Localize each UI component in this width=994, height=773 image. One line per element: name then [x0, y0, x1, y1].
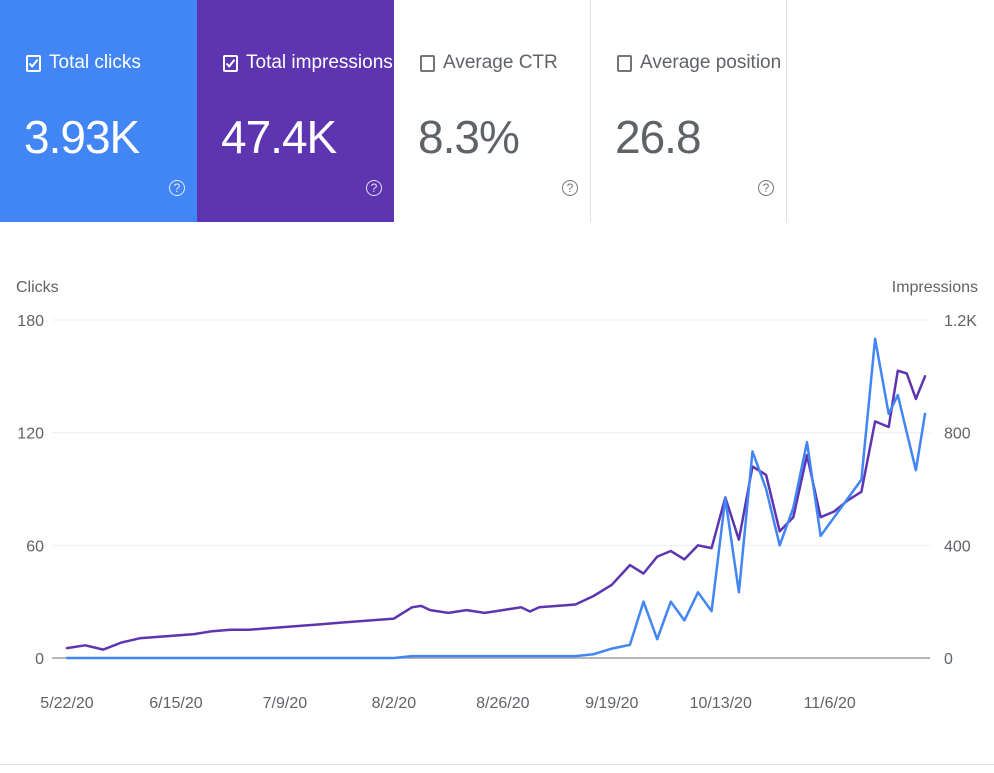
x-tick-label: 5/22/20 — [40, 695, 93, 712]
left-axis-label: Clicks — [16, 279, 59, 296]
metric-label: Total impressions — [246, 52, 393, 73]
help-icon[interactable]: ? — [366, 180, 382, 196]
divider — [0, 764, 994, 765]
metric-label: Average CTR — [443, 52, 558, 73]
metric-value: 3.93K — [24, 111, 140, 163]
left-tick-label: 120 — [17, 426, 44, 443]
right-tick-label: 400 — [944, 538, 971, 555]
x-tick-label: 9/19/20 — [585, 695, 638, 712]
metric-card-total-clicks[interactable]: Total clicks 3.93K ? — [0, 0, 197, 222]
metric-label: Total clicks — [49, 52, 141, 73]
left-tick-label: 0 — [35, 651, 44, 668]
left-tick-label: 60 — [26, 538, 44, 555]
x-tick-label: 6/15/20 — [149, 695, 202, 712]
metric-card-average-position[interactable]: Average position 26.8 ? — [591, 0, 787, 222]
clicks-series-line — [65, 337, 927, 660]
metric-card-average-ctr[interactable]: Average CTR 8.3% ? — [394, 0, 591, 222]
help-icon[interactable]: ? — [562, 180, 578, 196]
checkbox-checked-icon[interactable] — [223, 54, 238, 72]
checkbox-unchecked-icon[interactable] — [617, 54, 632, 72]
metric-value: 8.3% — [418, 111, 520, 163]
metric-value: 47.4K — [221, 111, 337, 163]
metric-cards: Total clicks 3.93K ? Total impressions 4… — [0, 0, 787, 222]
metric-card-header: Total clicks — [26, 52, 141, 74]
help-icon[interactable]: ? — [758, 180, 774, 196]
metric-card-header: Total impressions — [223, 52, 393, 74]
x-tick-label: 10/13/20 — [690, 695, 752, 712]
metric-card-header: Average position — [617, 52, 781, 74]
impressions-series-line — [65, 369, 927, 651]
metric-label: Average position — [640, 52, 782, 73]
x-tick-label: 8/2/20 — [372, 695, 417, 712]
checkbox-unchecked-icon[interactable] — [420, 54, 435, 72]
right-tick-label: 0 — [944, 651, 953, 668]
checkbox-checked-icon[interactable] — [26, 54, 41, 72]
performance-chart: Clicks Impressions 0 0 60 400 120 800 180 1.2K 5… — [0, 222, 994, 768]
metric-card-total-impressions[interactable]: Total impressions 47.4K ? — [197, 0, 394, 222]
x-tick-label: 11/6/20 — [804, 695, 856, 712]
right-tick-label: 1.2K — [944, 313, 977, 330]
metric-value: 26.8 — [615, 111, 702, 163]
left-tick-label: 180 — [17, 313, 44, 330]
right-axis-label: Impressions — [892, 279, 978, 296]
x-tick-label: 8/26/20 — [476, 695, 529, 712]
chart-svg: Clicks Impressions 0 0 60 400 120 800 180 1.2K 5… — [16, 279, 978, 712]
right-tick-label: 800 — [944, 426, 971, 443]
x-tick-label: 7/9/20 — [263, 695, 308, 712]
metric-card-header: Average CTR — [420, 52, 558, 74]
help-icon[interactable]: ? — [169, 180, 185, 196]
